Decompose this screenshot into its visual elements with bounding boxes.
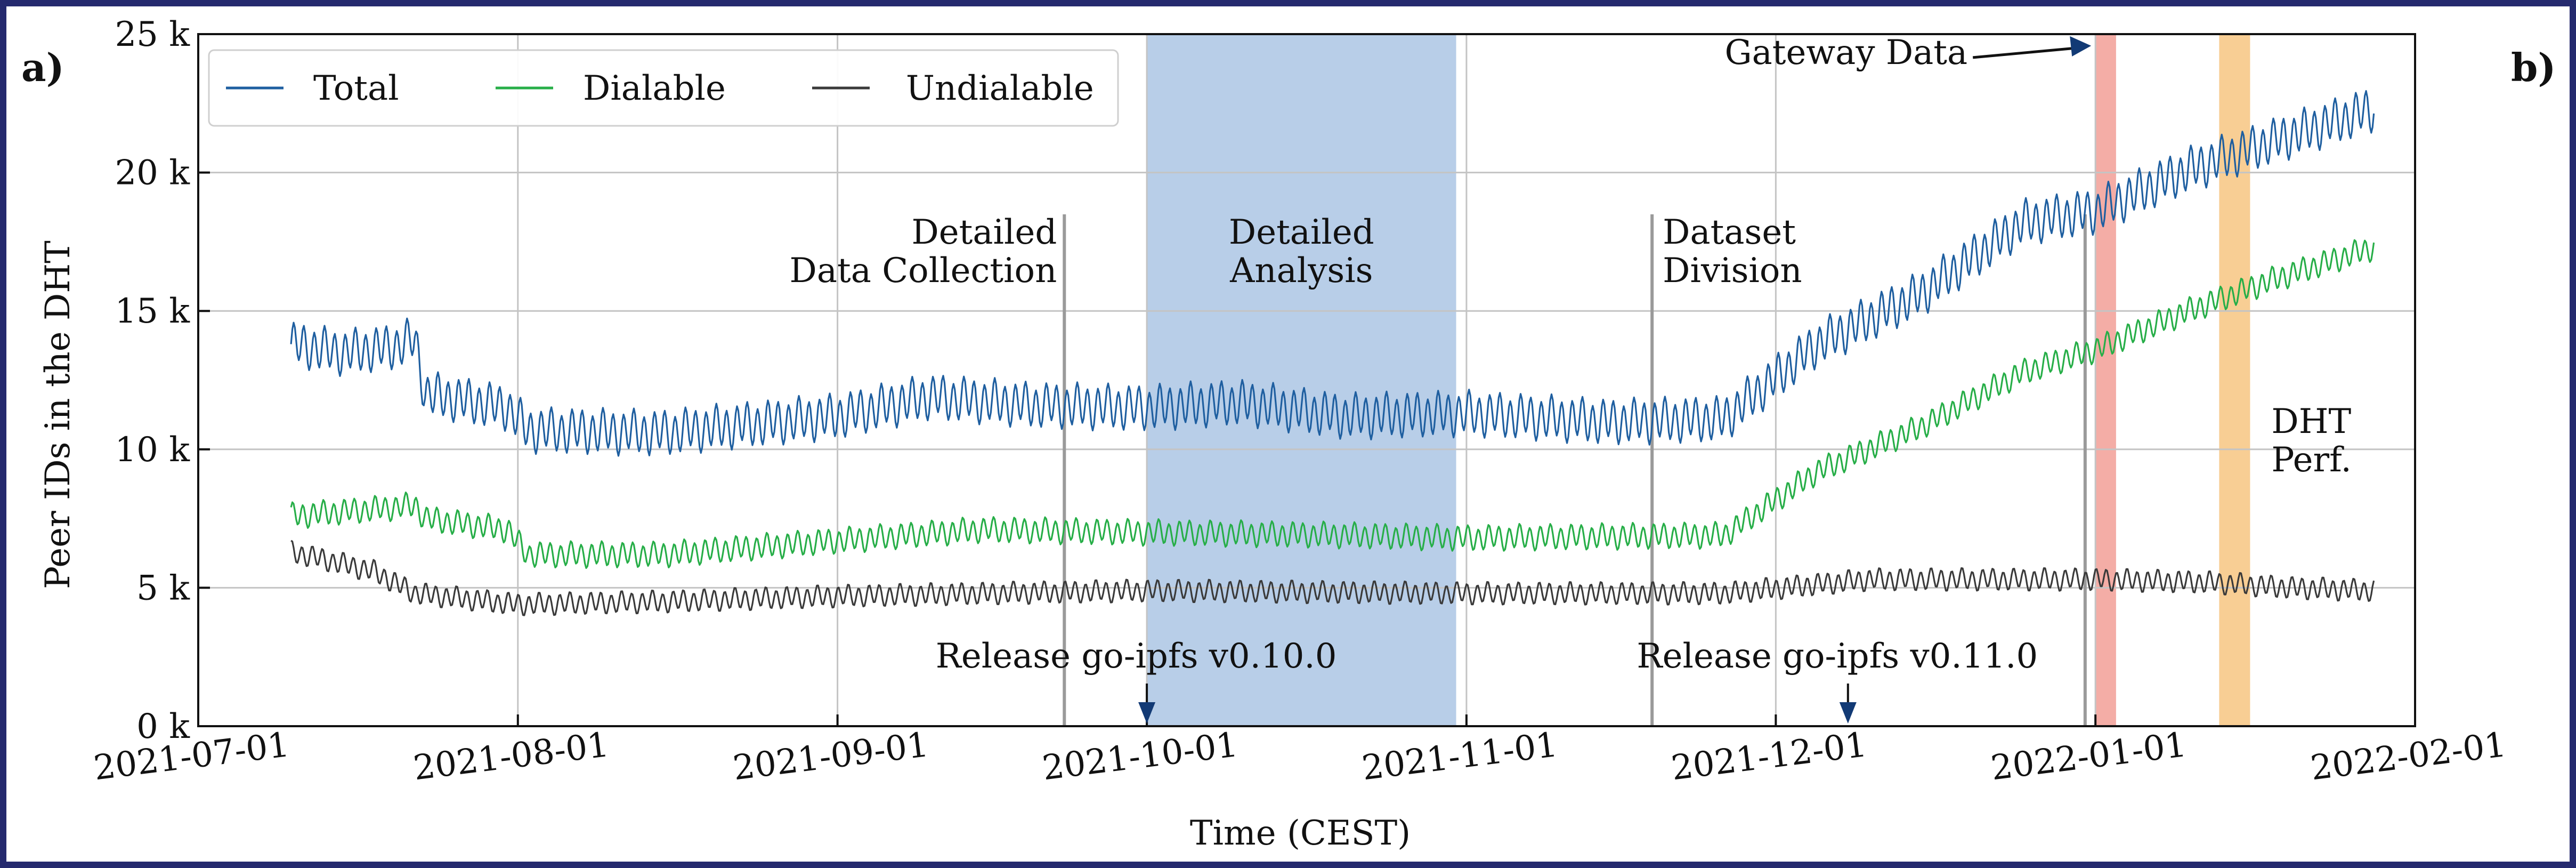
span-label: Analysis: [1229, 251, 1373, 291]
x-tick-label: 2021-12-01: [1669, 725, 1869, 788]
release-arrow-head: [1138, 702, 1156, 724]
x-tick-label: 2021-11-01: [1360, 725, 1560, 788]
x-tick-label: 2021-09-01: [731, 725, 930, 788]
highlight-span: [1147, 34, 1456, 726]
x-tick-label: 2022-01-01: [1989, 725, 2189, 788]
y-tick-label: 20 k: [115, 154, 190, 193]
legend-label-undialable: Undialable: [906, 69, 1094, 108]
axes: [197, 33, 2416, 727]
event-lines: [1063, 214, 2087, 726]
y-axis-label: Peer IDs in the DHT: [38, 240, 78, 589]
legend: Total Dialable Undialable: [208, 49, 1119, 127]
panel-label-a: a): [21, 45, 64, 90]
line-chart: a) b) 0 k 5 k 10 k 15 k 20 k 25 k 2021-07-01 20…: [21, 15, 2556, 853]
release-label: Release go-ipfs v0.11.0: [1637, 637, 2038, 676]
span-label: DHT: [2271, 402, 2351, 441]
y-tick-label: 0 k: [136, 707, 190, 746]
highlight-spans: [1147, 34, 2250, 726]
span-label: Detailed: [1229, 213, 1374, 252]
figure-frame: a) b) 0 k 5 k 10 k 15 k 20 k 25 k 2021-07-01 20…: [6, 6, 2570, 862]
y-tick-label: 25 k: [115, 15, 190, 54]
legend-label-total: Total: [313, 69, 399, 108]
panel-label-b: b): [2511, 45, 2556, 90]
legend-box: [208, 49, 1119, 127]
event-label: Dataset: [1663, 213, 1796, 252]
x-tick-label: 2022-02-01: [2308, 725, 2508, 788]
y-tick-label: 15 k: [115, 292, 190, 331]
x-tick-label: 2021-08-01: [411, 725, 611, 788]
series-line-total: [290, 90, 2375, 457]
release-arrow-head: [1839, 702, 1857, 724]
event-label: Detailed: [911, 213, 1057, 252]
highlight-span: [2219, 34, 2250, 726]
highlight-span: [2095, 34, 2116, 726]
pointer-arrow-head: [2070, 36, 2092, 57]
x-tick-label: 2021-07-01: [92, 725, 291, 788]
y-tick-label: 10 k: [115, 430, 190, 470]
series-lines: [290, 90, 2375, 616]
pointer-arrow-shaft: [1972, 46, 2078, 59]
span-label: Perf.: [2271, 440, 2351, 480]
series-line-dialable: [290, 239, 2375, 569]
pointer-label: Gateway Data: [1725, 33, 1968, 73]
event-label: Division: [1663, 251, 1802, 291]
series-line-undialable: [290, 540, 2375, 616]
release-label: Release go-ipfs v0.10.0: [936, 637, 1337, 676]
legend-label-dialable: Dialable: [583, 69, 726, 108]
x-axis-label: Time (CEST): [1190, 814, 1411, 853]
plot-frame: [197, 33, 2416, 727]
event-label: Data Collection: [790, 251, 1057, 291]
x-tick-label: 2021-10-01: [1040, 725, 1240, 788]
y-tick-label: 5 k: [136, 568, 190, 608]
